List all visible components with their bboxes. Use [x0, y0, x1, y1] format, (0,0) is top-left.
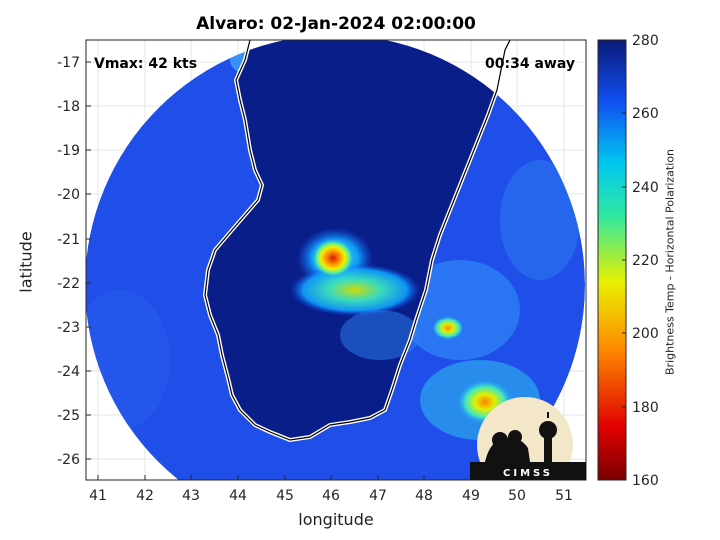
swath-imagery	[86, 40, 585, 480]
y-tick-label: -17	[57, 55, 80, 71]
x-tick-label: 46	[322, 488, 340, 504]
x-tick-label: 48	[415, 488, 433, 504]
axes-frame	[85, 39, 587, 481]
x-tick-label: 41	[89, 488, 107, 504]
x-tick-label: 44	[229, 488, 247, 504]
colorbar-tick-label: 260	[632, 106, 659, 122]
logo-text: CIMSS	[503, 468, 553, 479]
colorbar-tick-label: 280	[632, 33, 659, 49]
y-tick-label: -25	[57, 408, 80, 424]
x-tick-label: 49	[462, 488, 480, 504]
y-tick-label: -21	[57, 232, 80, 248]
y-tick-label: -22	[57, 276, 80, 292]
y-axis-label: latitude	[16, 231, 36, 293]
colorbar-tick-label: 200	[632, 326, 659, 342]
x-tick-label: 47	[369, 488, 387, 504]
cimss-logo: CIMSS	[470, 397, 586, 480]
y-tick-label: -19	[57, 143, 80, 159]
x-tick-label: 43	[182, 488, 200, 504]
x-tick-label: 51	[555, 488, 573, 504]
y-tick-label: -26	[57, 452, 80, 468]
colorbar-tick-label: 160	[632, 473, 659, 489]
x-tick-label: 42	[136, 488, 154, 504]
x-axis-label: longitude	[298, 510, 374, 529]
figure-title: Alvaro: 02-Jan-2024 02:00:00	[196, 14, 476, 34]
colorbar-tick-label: 220	[632, 253, 659, 269]
y-tick-label: -18	[57, 99, 80, 115]
colorbar-label: Brightness Temp - Horizontal Polarizatio…	[663, 149, 677, 375]
y-tick-label: -23	[57, 320, 80, 336]
colorbar: 280 260 240 220 200 180 160	[597, 33, 659, 489]
vmax-annotation: Vmax: 42 kts	[94, 56, 197, 72]
x-tick-label: 50	[508, 488, 526, 504]
time-away-annotation: 00:34 away	[485, 56, 575, 72]
y-tick-label: -20	[57, 187, 80, 203]
colorbar-tick-label: 240	[632, 180, 659, 196]
colorbar-tick-label: 180	[632, 400, 659, 416]
x-tick-label: 45	[276, 488, 294, 504]
y-tick-label: -24	[57, 364, 80, 380]
